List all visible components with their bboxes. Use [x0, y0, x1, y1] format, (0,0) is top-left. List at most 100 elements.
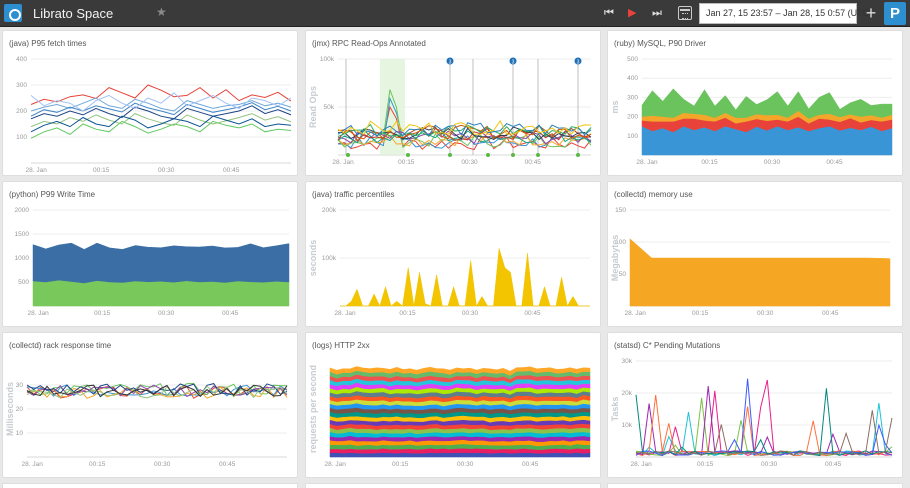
y-tick-label: 300	[16, 82, 27, 89]
x-tick-label: 28. Jan	[334, 310, 356, 317]
chart-panel-collectd-rack[interactable]: (collectd) rack response time 30 20 10 28. …	[2, 332, 298, 478]
profile-button[interactable]: P	[884, 2, 906, 25]
y-tick-label: 100k	[322, 255, 337, 262]
line-series	[635, 388, 893, 457]
chart-panel-statsd-pending[interactable]: (statsd) C* Pending Mutations 30k 20k 10k 2…	[607, 332, 903, 478]
line-series	[635, 378, 893, 457]
annotation-badge: 3	[449, 60, 452, 66]
y-tick-label: 50k	[324, 104, 335, 111]
y-tick-label: 10k	[622, 422, 633, 429]
x-tick-label: 28. Jan	[26, 167, 48, 174]
line-series	[337, 132, 592, 147]
favorite-star-icon[interactable]: ★	[156, 5, 167, 19]
play-icon[interactable]: ▶	[628, 7, 637, 19]
chart-svg: 2000 1500 1000 500 28. Jan 00:15 00:30 00:45	[15, 207, 290, 317]
y-tick-label: 300	[627, 94, 638, 101]
line-series	[635, 385, 893, 456]
area-series	[329, 366, 591, 376]
chart-panel-collectd-memory[interactable]: (collectd) memory use 150 100 50 28. Jan 00:…	[607, 181, 903, 327]
y-tick-label: 150	[615, 207, 626, 214]
x-tick-label: 00:30	[462, 310, 479, 317]
y-axis-title: requests per second	[308, 365, 318, 453]
chart-panel-java-traffic[interactable]: (java) traffic percentiles 200k 100k 28. J…	[305, 181, 601, 327]
annotation-marker-icon	[446, 57, 454, 65]
x-tick-label: 00:15	[93, 167, 110, 174]
y-tick-label: 100	[627, 133, 638, 140]
y-tick-label: 400	[627, 75, 638, 82]
y-tick-label: 30k	[622, 358, 633, 365]
panel-title: (ruby) MySQL, P90 Driver	[614, 39, 707, 48]
line-series	[30, 105, 292, 120]
date-range-picker[interactable]: Jan 27, 15 23:57 – Jan 28, 15 0:57 (UTC)	[699, 3, 872, 24]
chart-svg: 100k 50k 28. Jan 00:15 00:30 00:45 Read Ops 3 3 3	[308, 56, 592, 166]
chart-svg: 28. Jan 00:15 00:30 00:45 requests per secon…	[308, 365, 591, 468]
y-tick-label: 30	[16, 382, 24, 389]
chart-svg: 200k 100k 28. Jan 00:15 00:30 00:45 seconds	[308, 207, 590, 317]
annotation-marker-icon	[509, 57, 517, 65]
y-tick-label: 100	[615, 239, 626, 246]
panel-title: (java) P95 fetch times	[9, 39, 87, 48]
line-series	[30, 115, 292, 133]
x-tick-label: 00:15	[398, 159, 415, 166]
x-tick-label: 28. Jan	[625, 310, 647, 317]
panel-title: (collectd) rack response time	[9, 341, 112, 350]
panel-title: (logs) HTTP 2xx	[312, 341, 370, 350]
calendar-icon[interactable]	[678, 6, 692, 20]
x-tick-label: 00:45	[825, 461, 842, 468]
line-series	[337, 96, 592, 149]
line-series	[26, 382, 288, 396]
line-series	[30, 97, 292, 112]
area-series	[32, 242, 290, 284]
annotation-dot	[511, 153, 515, 157]
line-series	[30, 102, 292, 117]
rewind-icon[interactable]: ⏮	[604, 7, 614, 19]
chart-panel-ruby-mysql[interactable]: (ruby) MySQL, P90 Driver 500 400 300 200 100…	[607, 30, 903, 176]
annotation-dot	[536, 153, 540, 157]
line-series	[337, 119, 592, 135]
x-tick-label: 28. Jan	[22, 461, 44, 468]
area-series	[340, 248, 590, 307]
annotation-badge: 3	[577, 60, 580, 66]
x-tick-label: 00:30	[757, 310, 774, 317]
add-chart-button[interactable]: +	[865, 3, 877, 23]
forward-icon[interactable]: ⏭	[652, 7, 662, 19]
chart-panel-python-p99-write[interactable]: (python) P99 Write Time 2000 1500 1000 500 2…	[2, 181, 298, 327]
x-tick-label: 00:30	[761, 461, 778, 468]
x-tick-label: 00:30	[158, 310, 175, 317]
annotation-dot	[406, 153, 410, 157]
app-logo-icon[interactable]	[4, 4, 22, 22]
chart-svg: 30k 20k 10k 28. Jan 00:15 00:30 00:45 Tasks	[610, 358, 893, 468]
y-axis-title: Milliseconds	[5, 382, 15, 436]
y-tick-label: 10	[16, 430, 24, 437]
y-tick-label: 1500	[15, 231, 30, 238]
space-title: Librato Space	[33, 6, 114, 21]
chart-panel-java-p95-fetch[interactable]: (java) P95 fetch times 400 300 200 100 28. J…	[2, 30, 298, 176]
x-tick-label: 00:45	[219, 461, 236, 468]
y-tick-label: 20k	[622, 390, 633, 397]
y-tick-label: 400	[16, 56, 27, 63]
panel-title: (collectd) memory use	[614, 190, 693, 199]
y-tick-label: 100	[16, 134, 27, 141]
annotation-dot	[486, 153, 490, 157]
x-tick-label: 28. Jan	[325, 461, 347, 468]
y-axis-title: Tasks	[610, 397, 620, 422]
panel-title: (java) traffic percentiles	[312, 190, 395, 199]
top-bar: Librato Space ★ ⏮ ▶ ⏭ Jan 27, 15 23:57 –…	[0, 0, 910, 27]
x-tick-label: 00:30	[457, 461, 474, 468]
x-tick-label: 28. Jan	[636, 159, 658, 166]
x-tick-label: 28. Jan	[27, 310, 49, 317]
line-series	[30, 120, 292, 139]
x-tick-label: 00:45	[223, 167, 240, 174]
y-tick-label: 200k	[322, 207, 337, 214]
chart-panel-stub	[2, 483, 298, 488]
x-tick-label: 00:15	[89, 461, 106, 468]
chart-svg: 30 20 10 28. Jan 00:15 00:30 00:45 Milliseconds	[5, 382, 288, 468]
area-series	[32, 279, 290, 307]
area-series	[629, 238, 891, 307]
x-tick-label: 28. Jan	[630, 461, 652, 468]
chart-panel-logs-http-2xx[interactable]: (logs) HTTP 2xx 28. Jan 00:15 00:30 00:45 re…	[305, 332, 601, 478]
chart-panel-jmx-rpc-read-ops[interactable]: (jmx) RPC Read-Ops Annotated 100k 50k 28. …	[305, 30, 601, 176]
chart-svg: 150 100 50 28. Jan 00:15 00:30 00:45 Megabytes	[610, 207, 891, 317]
y-tick-label: 50	[619, 271, 627, 278]
y-tick-label: 20	[16, 406, 24, 413]
